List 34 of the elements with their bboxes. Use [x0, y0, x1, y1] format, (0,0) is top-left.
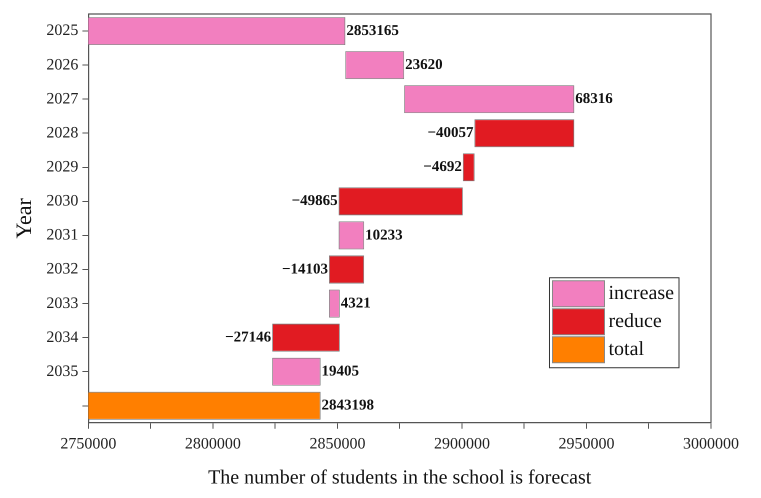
x-tick-label: 2850000 — [309, 436, 366, 453]
data-label: −14103 — [282, 261, 328, 278]
y-tick-label: 2034 — [46, 328, 78, 346]
data-label: −27146 — [225, 330, 272, 346]
x-tick-label: 2950000 — [558, 436, 614, 453]
x-tick-label: 3000000 — [683, 436, 739, 453]
y-axis-title: Year — [10, 197, 36, 239]
y-tick-label: 2025 — [46, 22, 78, 40]
data-label: 4321 — [340, 295, 371, 312]
y-tick-label: 2027 — [46, 90, 78, 108]
legend-label: increase — [608, 282, 674, 304]
x-tick-label: 2900000 — [434, 436, 490, 453]
legend-label: total — [608, 338, 644, 360]
legend-label: reduce — [608, 310, 662, 332]
y-tick-label: 2028 — [46, 124, 78, 142]
data-label: 2843198 — [322, 398, 374, 414]
data-label: 23620 — [405, 56, 443, 73]
data-label: −49865 — [292, 193, 338, 210]
x-axis-title: The number of students in the school is forecast — [208, 466, 592, 488]
y-tick-label: 2032 — [46, 260, 78, 278]
y-tick-label: 2033 — [46, 294, 78, 312]
x-tick-label: 2750000 — [60, 436, 116, 453]
x-tick-label: 2800000 — [184, 436, 241, 453]
y-tick-label: 2030 — [46, 192, 78, 210]
data-label: 68316 — [575, 91, 614, 108]
y-tick-label: 2035 — [46, 362, 78, 380]
data-label: 19405 — [322, 364, 359, 380]
data-label: 2853165 — [346, 22, 399, 39]
y-tick-label: 2029 — [46, 158, 78, 176]
data-label: −40057 — [427, 125, 474, 142]
data-label: −4692 — [423, 159, 462, 176]
y-tick-label: 2031 — [46, 226, 78, 244]
y-tick-label: 2026 — [46, 56, 78, 74]
data-label: 10233 — [365, 227, 403, 244]
